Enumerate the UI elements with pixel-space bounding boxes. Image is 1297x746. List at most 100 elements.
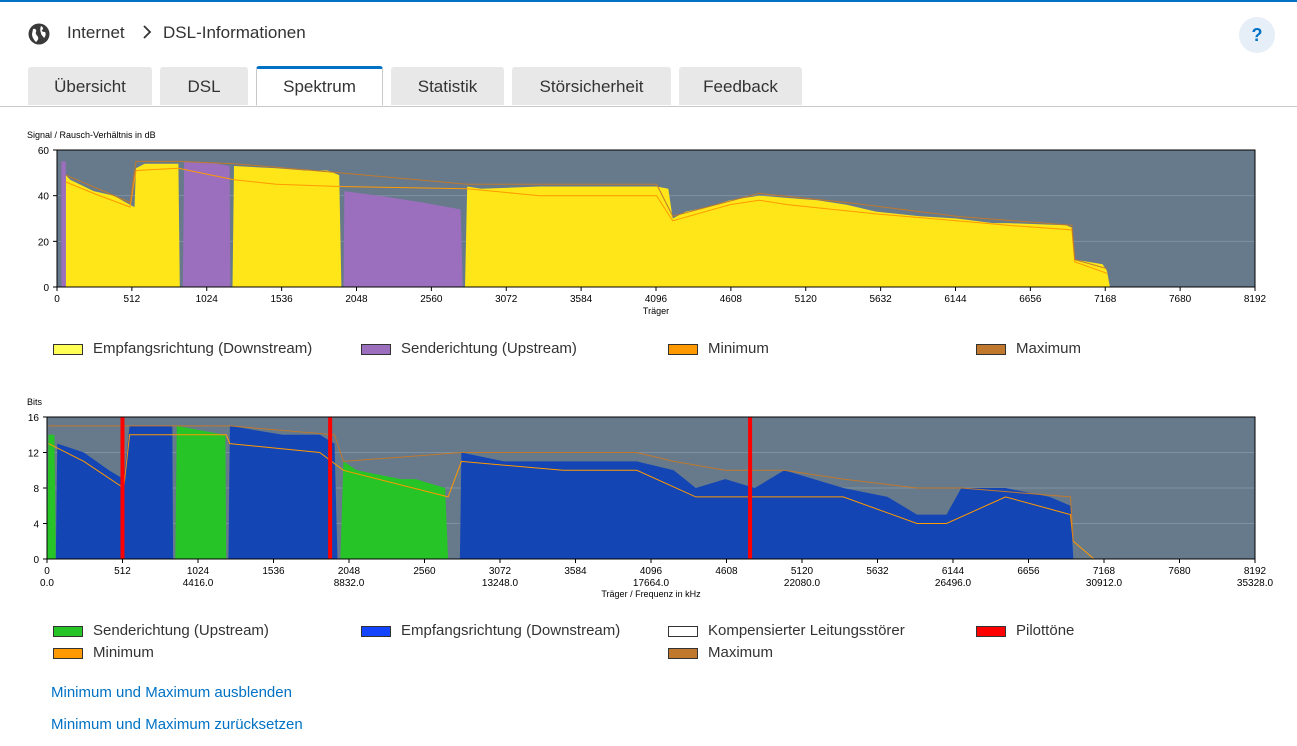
line-series-maximum xyxy=(48,425,1074,542)
legend-swatch xyxy=(668,344,698,355)
x-tick-label-frequency: 22080.0 xyxy=(784,578,821,589)
area-series-senderichtung-upstream- xyxy=(47,434,56,559)
area-series-empfangsrichtung-downstream- xyxy=(65,163,180,287)
y-tick-label: 16 xyxy=(28,413,40,424)
x-tick-label: 3072 xyxy=(495,294,518,305)
x-tick-label: 7680 xyxy=(1169,294,1192,305)
tab-spektrum[interactable]: Spektrum xyxy=(256,66,383,106)
pilot-tone-marker xyxy=(328,417,333,559)
x-tick-label: 6656 xyxy=(1017,566,1040,577)
area-series-senderichtung-upstream- xyxy=(175,425,227,559)
x-tick-label: 1024 xyxy=(196,294,219,305)
legend-label: Maximum xyxy=(1016,340,1082,357)
x-tick-label: 5120 xyxy=(791,566,814,577)
line-series-maximum xyxy=(65,160,1108,270)
legend-label: Minimum xyxy=(708,340,769,357)
x-tick-label-frequency: 4416.0 xyxy=(183,578,214,589)
legend-swatch xyxy=(668,626,698,637)
legend-label: Kompensierter Leitungsstörer xyxy=(708,622,905,639)
x-tick-label: 3072 xyxy=(489,566,512,577)
top-accent-line xyxy=(0,0,1297,2)
x-tick-label: 3584 xyxy=(564,566,587,577)
tab-uebersicht[interactable]: Übersicht xyxy=(28,67,152,105)
x-tick-label: 8192 xyxy=(1244,294,1267,305)
x-tick-label: 5632 xyxy=(866,566,889,577)
reset-min-max-link[interactable]: Minimum und Maximum zurücksetzen xyxy=(51,716,303,733)
x-axis-label: Träger xyxy=(643,306,669,316)
legend-label: Empfangsrichtung (Downstream) xyxy=(401,622,621,639)
chevron-right-icon xyxy=(143,25,152,39)
x-tick-label: 2560 xyxy=(420,294,443,305)
y-tick-label: 0 xyxy=(43,283,49,294)
legend-label: Minimum xyxy=(93,644,154,661)
x-tick-label: 1024 xyxy=(187,566,210,577)
y-tick-label: 0 xyxy=(33,555,39,566)
help-button[interactable]: ? xyxy=(1239,17,1275,53)
area-series-empfangsrichtung-downstream- xyxy=(228,425,338,559)
x-tick-label: 6144 xyxy=(942,566,965,577)
x-tick-label: 2048 xyxy=(345,294,368,305)
x-tick-label: 7168 xyxy=(1093,566,1116,577)
legend-swatch xyxy=(976,344,1006,355)
area-series-empfangsrichtung-downstream- xyxy=(459,452,1074,559)
area-series-senderichtung-upstream- xyxy=(343,191,463,287)
legend-swatch xyxy=(361,626,391,637)
tab-statistik[interactable]: Statistik xyxy=(391,67,504,105)
x-tick-label: 5632 xyxy=(870,294,893,305)
x-tick-label: 0 xyxy=(44,566,50,577)
tab-bar: Übersicht DSL Spektrum Statistik Störsic… xyxy=(0,66,1297,107)
legend-swatch xyxy=(53,648,83,659)
x-tick-label-frequency: 13248.0 xyxy=(482,578,519,589)
legend-label: Pilottöne xyxy=(1016,622,1075,639)
y-tick-label: 4 xyxy=(33,520,39,531)
tab-feedback[interactable]: Feedback xyxy=(679,67,802,105)
page-title: DSL-Informationen xyxy=(163,23,306,42)
x-tick-label-frequency: 17664.0 xyxy=(633,578,670,589)
x-tick-label-frequency: 26496.0 xyxy=(935,578,972,589)
legend-label: Senderichtung (Upstream) xyxy=(401,340,577,357)
legend-swatch xyxy=(53,344,83,355)
x-tick-label: 512 xyxy=(114,566,131,577)
area-series-empfangsrichtung-downstream- xyxy=(55,425,174,559)
x-tick-label: 6144 xyxy=(944,294,967,305)
x-tick-label: 512 xyxy=(124,294,141,305)
y-tick-label: 60 xyxy=(38,146,50,157)
tab-stoersicherheit[interactable]: Störsicherheit xyxy=(512,67,671,105)
x-tick-label: 1536 xyxy=(262,566,285,577)
pilot-tone-marker xyxy=(748,417,753,559)
snr-chart: 0 20 40 60 0 512 1024 1536 2048 2560 3072 3584 4096 4… xyxy=(38,146,1267,316)
snr-chart-title: Signal / Rausch-Verhältnis in dB xyxy=(27,130,156,140)
page-header: Internet DSL-Informationen ? xyxy=(0,14,1297,54)
legend-label: Empfangsrichtung (Downstream) xyxy=(93,340,313,357)
breadcrumb-internet[interactable]: Internet xyxy=(67,23,125,42)
x-tick-label: 8192 xyxy=(1244,566,1267,577)
y-tick-label: 8 xyxy=(33,484,39,495)
area-series-empfangsrichtung-downstream- xyxy=(465,186,1110,287)
area-series-senderichtung-upstream- xyxy=(340,461,449,559)
y-tick-label: 20 xyxy=(38,237,50,248)
x-tick-label-frequency: 0.0 xyxy=(40,578,54,589)
hide-min-max-link[interactable]: Minimum und Maximum ausblenden xyxy=(51,684,292,701)
x-tick-label: 4608 xyxy=(720,294,743,305)
y-tick-label: 40 xyxy=(38,192,50,203)
x-tick-label: 4096 xyxy=(640,566,663,577)
line-series-minimum xyxy=(48,434,1095,560)
legend-swatch xyxy=(976,626,1006,637)
x-tick-label-frequency: 35328.0 xyxy=(1237,578,1274,589)
area-series-senderichtung-upstream- xyxy=(182,161,231,287)
legend-label: Maximum xyxy=(708,644,774,661)
x-tick-label: 2560 xyxy=(413,566,436,577)
x-tick-label: 4608 xyxy=(715,566,738,577)
x-tick-label-frequency: 30912.0 xyxy=(1086,578,1123,589)
x-tick-label: 6656 xyxy=(1019,294,1042,305)
x-tick-label: 0 xyxy=(54,294,60,305)
line-series-minimum xyxy=(65,167,1108,274)
area-series-empfangsrichtung-downstream- xyxy=(232,166,342,287)
globe-icon xyxy=(28,23,50,45)
legend-swatch xyxy=(53,626,83,637)
tab-dsl[interactable]: DSL xyxy=(160,67,248,105)
x-tick-label: 1536 xyxy=(271,294,294,305)
x-tick-label-frequency: 8832.0 xyxy=(334,578,365,589)
legend-swatch xyxy=(361,344,391,355)
